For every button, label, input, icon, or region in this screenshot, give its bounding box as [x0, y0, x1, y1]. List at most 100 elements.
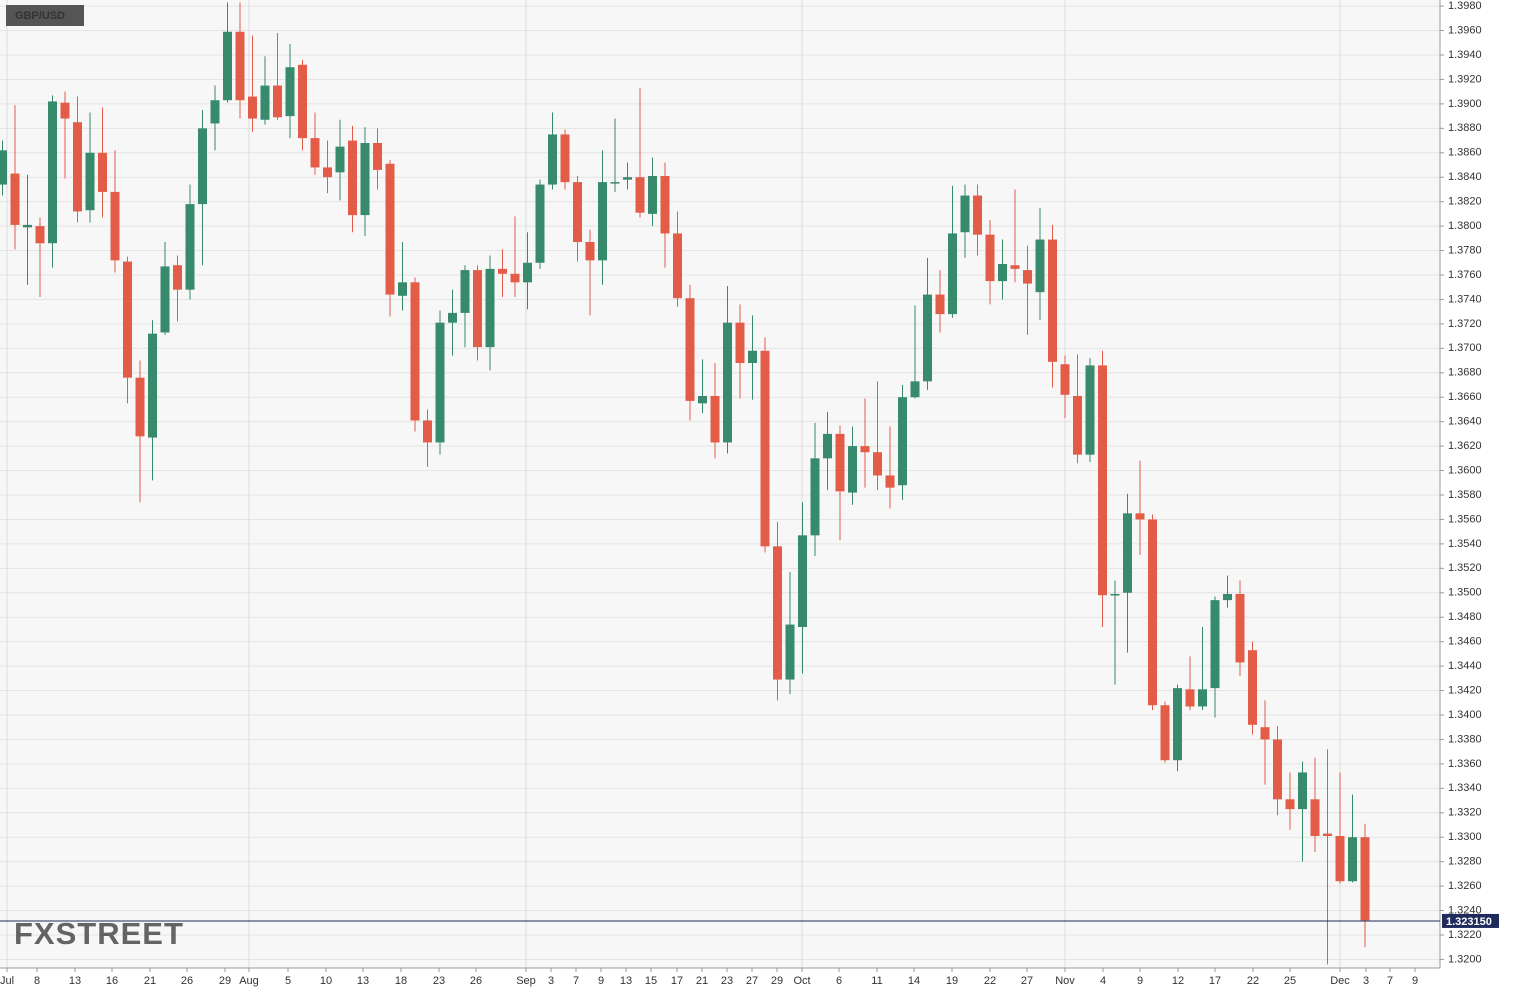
y-tick-label: 1.3980: [1448, 0, 1482, 12]
candle-body: [885, 475, 895, 488]
candle-body: [210, 100, 220, 124]
y-tick-label: 1.3940: [1448, 49, 1482, 61]
y-tick-label: 1.3620: [1448, 440, 1482, 452]
candle-body: [685, 298, 695, 401]
candle-body: [1335, 836, 1345, 882]
candle-body: [1073, 396, 1082, 455]
chart-title: GBP/USD: [15, 10, 65, 22]
candle-body: [410, 282, 420, 421]
x-tick-label: 26: [181, 975, 193, 987]
candle-body: [1123, 513, 1132, 593]
candle-body: [285, 67, 295, 117]
candle-body: [1110, 594, 1120, 596]
x-tick-label: 7: [1387, 975, 1393, 987]
x-tick-label: 4: [1100, 975, 1106, 987]
x-tick-label: 6: [836, 975, 842, 987]
y-tick-label: 1.3300: [1448, 831, 1482, 843]
candle-body: [1223, 594, 1232, 601]
y-tick-label: 1.3240: [1448, 904, 1482, 916]
x-tick-label: 23: [721, 975, 733, 987]
candle-body: [985, 234, 995, 282]
candle-body: [1135, 513, 1145, 520]
y-tick-label: 1.3840: [1448, 171, 1482, 183]
candle-body: [873, 452, 882, 476]
plot-background: [0, 0, 1440, 968]
x-tick-label: 26: [470, 975, 482, 987]
y-tick-label: 1.3860: [1448, 147, 1482, 159]
candle-body: [935, 294, 945, 315]
candle-body: [135, 377, 145, 437]
y-tick-label: 1.3200: [1448, 953, 1482, 965]
candle-body: [1298, 772, 1307, 810]
x-tick-label: 10: [320, 975, 332, 987]
candle-body: [1160, 705, 1170, 761]
candle-body: [748, 350, 757, 363]
x-tick-label: 18: [395, 975, 407, 987]
x-tick-label: 21: [696, 975, 708, 987]
candle-body: [473, 270, 482, 348]
y-tick-label: 1.3800: [1448, 220, 1482, 232]
candle-body: [510, 273, 520, 283]
y-tick-label: 1.3640: [1448, 416, 1482, 428]
x-tick-label: 17: [671, 975, 683, 987]
x-tick-label: 5: [285, 975, 291, 987]
candle-body: [1360, 837, 1370, 921]
y-tick-label: 1.3780: [1448, 244, 1482, 256]
x-tick-label: Aug: [239, 975, 259, 987]
candles: [0, 2, 1370, 965]
y-tick-label: 1.3320: [1448, 807, 1482, 819]
candle-body: [498, 268, 507, 274]
x-tick-label: 3: [1363, 975, 1369, 987]
x-tick-label: 22: [984, 975, 996, 987]
last-price-box: [1442, 913, 1499, 928]
candle-body: [448, 312, 457, 323]
y-tick-label: 1.3440: [1448, 660, 1482, 672]
candle-body: [23, 224, 32, 228]
candle-body: [298, 64, 307, 139]
candle-body: [673, 233, 682, 299]
candle-body: [1310, 799, 1320, 836]
y-tick-label: 1.3920: [1448, 73, 1482, 85]
candle-body: [1010, 265, 1020, 269]
y-tick-label: 1.3720: [1448, 318, 1482, 330]
y-tick-label: 1.3700: [1448, 342, 1482, 354]
candle-body: [1348, 837, 1357, 882]
candle-body: [773, 546, 782, 680]
x-tick-label: 19: [946, 975, 958, 987]
x-tick-label: 13: [620, 975, 632, 987]
candle-body: [535, 184, 545, 263]
y-tick-label: 1.3380: [1448, 733, 1482, 745]
candle-body: [98, 152, 107, 192]
candle-body: [273, 85, 282, 118]
candle-body: [223, 31, 232, 101]
y-tick-label: 1.3340: [1448, 782, 1482, 794]
candle-body: [523, 262, 532, 283]
candle-body: [123, 261, 132, 378]
candle-body: [598, 182, 607, 261]
candle-body: [1148, 519, 1157, 706]
watermark: FXSTREET: [14, 916, 184, 951]
candle-body: [585, 242, 595, 261]
candle-body: [848, 446, 857, 493]
candle-body: [0, 150, 7, 185]
y-tick-label: 1.3660: [1448, 391, 1482, 403]
candle-body: [1285, 799, 1295, 810]
candle-body: [1060, 364, 1070, 395]
candle-body: [823, 433, 832, 459]
y-tick-label: 1.3580: [1448, 489, 1482, 501]
x-tick-label: 14: [908, 975, 920, 987]
candle-body: [85, 152, 95, 211]
y-tick-label: 1.3420: [1448, 684, 1482, 696]
x-tick-label: 3: [548, 975, 554, 987]
x-tick-label: Dec: [1330, 975, 1350, 987]
candle-body: [648, 176, 657, 214]
candle-body: [1023, 270, 1032, 284]
candle-body: [35, 226, 45, 244]
y-tick-label: 1.3680: [1448, 367, 1482, 379]
candle-body: [735, 322, 745, 363]
candle-body: [635, 177, 645, 213]
y-tick-label: 1.3820: [1448, 196, 1482, 208]
candle-body: [1198, 689, 1207, 707]
candle-body: [548, 134, 557, 185]
candle-body: [73, 122, 82, 212]
